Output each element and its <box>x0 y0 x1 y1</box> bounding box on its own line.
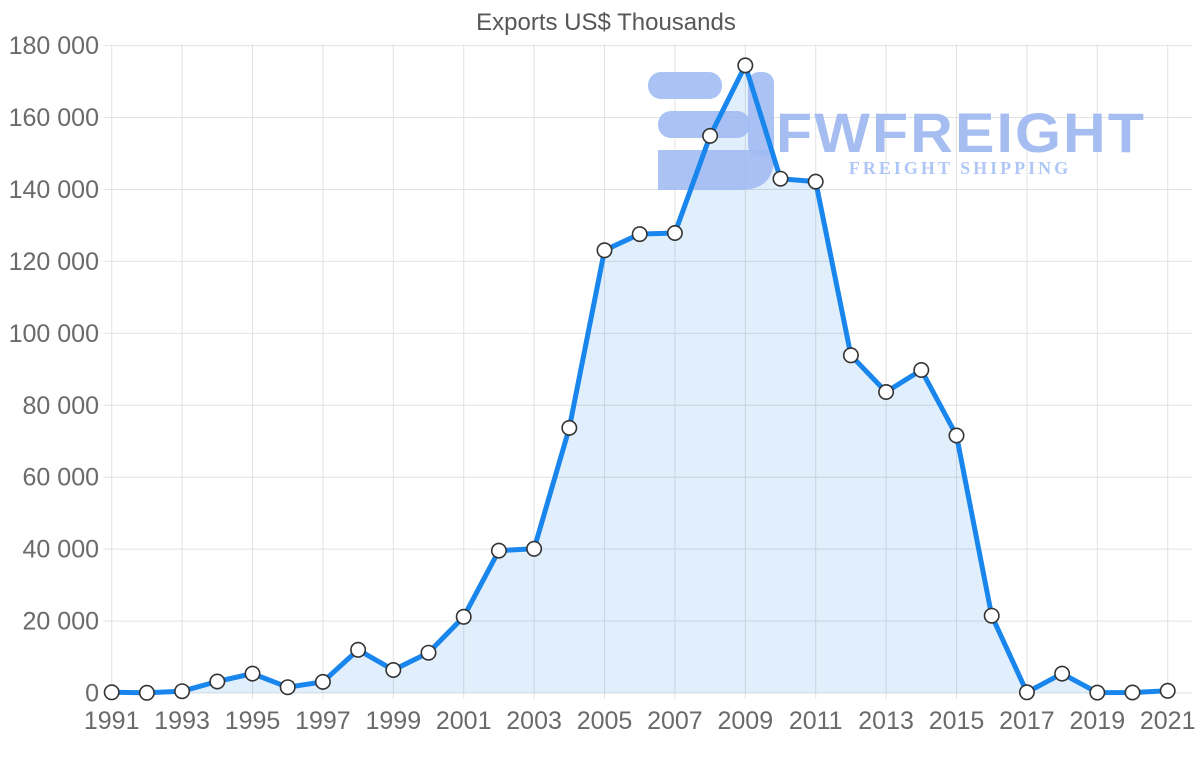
horizontal-gridlines <box>103 45 1192 694</box>
y-axis-tick-label: 60 000 <box>23 464 99 492</box>
x-axis-tick-label: 1993 <box>154 707 210 735</box>
watermark-brand-text: FWFREIGHT <box>776 101 1146 164</box>
x-axis-tick-label: 2011 <box>789 707 843 735</box>
data-point-marker <box>948 427 965 444</box>
data-point-markers <box>103 57 1176 701</box>
data-point-marker <box>772 170 789 187</box>
data-point-marker <box>490 542 507 559</box>
data-point-marker <box>209 673 226 690</box>
data-point-marker <box>1089 684 1106 701</box>
data-point-marker <box>420 644 437 661</box>
data-point-marker <box>1054 665 1071 682</box>
vertical-gridlines <box>111 44 1169 699</box>
y-axis-tick-label: 20 000 <box>23 608 99 636</box>
y-axis-tick-label: 100 000 <box>9 320 99 348</box>
data-point-marker <box>666 225 683 242</box>
watermark: FWFREIGHT FREIGHT SHIPPING <box>648 72 1146 190</box>
y-axis-tick-label: 80 000 <box>23 392 99 420</box>
y-axis-tick-label: 40 000 <box>23 536 99 564</box>
x-axis-tick-label: 1999 <box>365 707 421 735</box>
data-point-marker <box>561 419 578 436</box>
data-point-marker <box>807 173 824 190</box>
data-point-marker <box>596 242 613 259</box>
data-point-marker <box>350 641 367 658</box>
data-point-marker <box>1159 682 1176 699</box>
data-point-marker <box>737 57 754 74</box>
data-point-marker <box>314 673 331 690</box>
watermark-tagline-text: FREIGHT SHIPPING <box>849 158 1071 178</box>
data-point-marker <box>138 684 155 701</box>
data-point-marker <box>913 361 930 378</box>
data-point-marker <box>455 608 472 625</box>
x-axis-tick-label: 2003 <box>506 707 562 735</box>
data-point-marker <box>631 226 648 243</box>
y-axis-tick-label: 0 <box>85 680 99 708</box>
data-point-marker <box>842 347 859 364</box>
data-point-marker <box>702 127 719 144</box>
data-point-marker <box>244 665 261 682</box>
y-axis-tick-label: 120 000 <box>9 248 99 276</box>
data-point-marker <box>174 683 191 700</box>
area-fill <box>111 65 1168 693</box>
data-point-marker <box>526 540 543 557</box>
data-point-marker <box>279 679 296 696</box>
x-axis-tick-label: 2015 <box>929 707 985 735</box>
data-point-marker <box>878 383 895 400</box>
y-axis-tick-label: 160 000 <box>9 104 99 132</box>
x-axis-tick-label: 1995 <box>225 707 281 735</box>
x-axis-tick-label: 2021 <box>1140 707 1196 735</box>
x-axis-tick-label: 1997 <box>295 707 351 735</box>
x-axis-tick-label: 1991 <box>84 707 140 735</box>
x-axis-tick-labels: 1991 1993 1995 1997 1999 2001 2003 2005 2007 2009… <box>84 707 1196 735</box>
y-axis-tick-label: 180 000 <box>9 32 99 60</box>
x-axis-tick-label: 2009 <box>717 707 773 735</box>
x-axis-tick-label: 2007 <box>647 707 703 735</box>
data-point-marker <box>1018 684 1035 701</box>
x-axis-tick-label: 2019 <box>1069 707 1125 735</box>
x-axis-tick-label: 2013 <box>858 707 914 735</box>
x-axis-tick-label: 2001 <box>436 707 492 735</box>
y-axis-tick-label: 140 000 <box>9 176 99 204</box>
data-point-marker <box>103 684 120 701</box>
data-point-marker <box>983 607 1000 624</box>
y-axis-tick-labels: 0 20 000 40 000 60 000 80 000 100 000 120 000 1… <box>9 32 99 707</box>
chart-title: Exports US$ Thousands <box>476 9 736 36</box>
x-axis-tick-label: 2005 <box>577 707 633 735</box>
x-axis-tick-label: 2017 <box>999 707 1055 735</box>
data-point-marker <box>385 661 402 678</box>
data-point-marker <box>1124 684 1141 701</box>
